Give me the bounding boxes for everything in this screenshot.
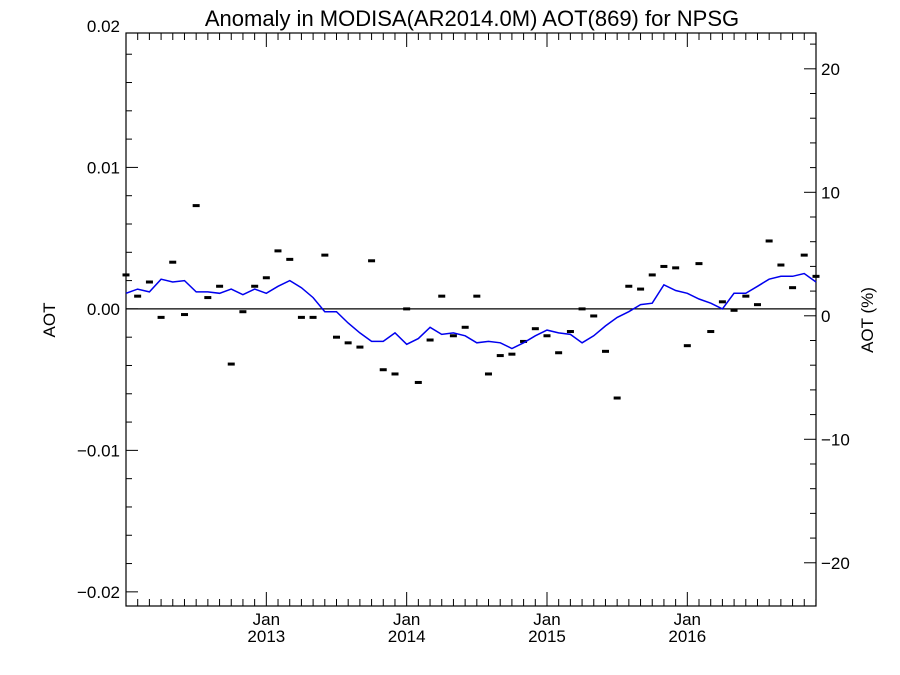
- anomaly-marker: [181, 313, 189, 317]
- anomaly-marker: [718, 300, 726, 304]
- left-tick-label: 0.01: [87, 158, 120, 177]
- x-tick-month-label: Jan: [253, 610, 280, 629]
- anomaly-marker: [251, 284, 259, 288]
- anomaly-marker: [122, 273, 130, 277]
- anomaly-marker: [707, 330, 715, 334]
- right-tick-label: −20: [821, 554, 850, 573]
- right-y-axis: 20 10 0 −10 −20: [804, 43, 850, 573]
- anomaly-marker: [414, 380, 422, 384]
- anomaly-marker: [134, 294, 142, 298]
- anomaly-marker: [216, 284, 224, 288]
- anomaly-marker: [169, 260, 177, 264]
- anomaly-marker: [344, 341, 352, 345]
- plot-frame: [125, 32, 817, 607]
- anomaly-marker: [531, 327, 539, 331]
- anomaly-marker: [578, 307, 586, 311]
- left-tick-label: −0.01: [77, 441, 120, 460]
- anomaly-marker: [566, 330, 574, 334]
- anomaly-marker: [672, 266, 680, 270]
- chart-title: Anomaly in MODISA(AR2014.0M) AOT(869) fo…: [205, 6, 739, 31]
- anomaly-marker: [403, 307, 411, 311]
- anomaly-marker: [484, 372, 492, 376]
- anomaly-marker: [789, 286, 797, 290]
- anomaly-marker: [438, 294, 446, 298]
- anomaly-marker: [332, 335, 340, 339]
- left-tick-label: 0.02: [87, 17, 120, 36]
- anomaly-marker: [192, 204, 200, 208]
- x-tick-month-label: Jan: [533, 610, 560, 629]
- plot-border: [125, 32, 817, 607]
- anomaly-marker: [461, 325, 469, 329]
- x-tick-year-label: 2015: [528, 627, 566, 646]
- anomaly-marker: [496, 354, 504, 358]
- left-axis-label: AOT: [40, 303, 59, 338]
- anomaly-marker: [227, 362, 235, 366]
- right-tick-label: 0: [821, 307, 830, 326]
- anomaly-marker: [753, 303, 761, 307]
- anomaly-marker: [379, 368, 387, 372]
- anomaly-marker: [777, 263, 785, 267]
- anomaly-marker: [508, 352, 516, 356]
- anomaly-marker: [309, 315, 317, 319]
- anomaly-marker: [590, 314, 598, 318]
- anomaly-marker: [204, 296, 212, 300]
- anomaly-marker: [286, 257, 294, 261]
- x-tick-month-label: Jan: [393, 610, 420, 629]
- left-tick-label: −0.02: [77, 583, 120, 602]
- right-tick-label: −10: [821, 430, 850, 449]
- anomaly-marker: [602, 349, 610, 353]
- anomaly-marker: [473, 294, 481, 298]
- anomaly-marker: [274, 249, 282, 253]
- anomaly-marker: [543, 334, 551, 338]
- anomaly-marker: [637, 287, 645, 291]
- x-tick-year-label: 2014: [388, 627, 426, 646]
- anomaly-marker: [683, 344, 691, 348]
- anomaly-marker: [157, 315, 165, 319]
- anomaly-marker: [625, 284, 633, 288]
- anomaly-marker: [660, 264, 668, 268]
- anomaly-marker: [262, 276, 270, 280]
- anomaly-marker: [297, 315, 305, 319]
- left-tick-label: 0.00: [87, 300, 120, 319]
- anomaly-marker: [520, 339, 528, 343]
- running-mean-line: [125, 272, 817, 350]
- anomaly-marker: [742, 294, 750, 298]
- x-tick-year-label: 2016: [668, 627, 706, 646]
- anomaly-marker: [812, 274, 820, 278]
- anomaly-marker: [321, 253, 329, 257]
- top-x-axis-ticks: [125, 33, 817, 47]
- anomaly-marker: [730, 308, 738, 312]
- monthly-anomaly-markers: [122, 204, 820, 400]
- anomaly-marker: [555, 351, 563, 355]
- anomaly-marker: [356, 345, 364, 349]
- anomaly-marker: [391, 372, 399, 376]
- anomaly-marker: [239, 310, 247, 314]
- anomaly-marker: [449, 334, 457, 338]
- anomaly-marker: [613, 396, 621, 400]
- anomaly-marker: [145, 280, 153, 284]
- anomaly-marker: [800, 253, 808, 257]
- right-tick-label: 20: [821, 60, 840, 79]
- anomaly-marker: [368, 259, 376, 263]
- x-tick-month-label: Jan: [674, 610, 701, 629]
- anomaly-marker: [765, 239, 773, 243]
- right-axis-label: AOT (%): [858, 287, 877, 353]
- right-tick-label: 10: [821, 183, 840, 202]
- x-tick-year-label: 2013: [247, 627, 285, 646]
- anomaly-marker: [426, 338, 434, 342]
- anomaly-marker: [648, 273, 656, 277]
- anomaly-marker: [695, 262, 703, 266]
- left-y-axis: 0.02 0.01 0.00 −0.01 −0.02: [77, 17, 138, 602]
